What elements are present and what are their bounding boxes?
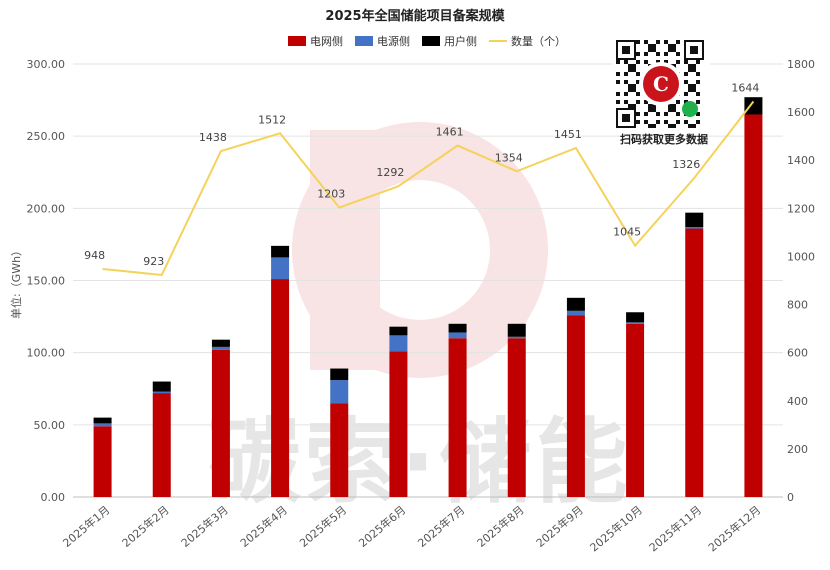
line-data-label: 948 [84, 249, 105, 262]
bar-segment [211, 346, 230, 350]
bar-segment [271, 257, 290, 280]
line-data-label: 1354 [495, 151, 523, 164]
bar-segment [566, 315, 585, 497]
bar-segment [389, 326, 408, 336]
qr-code[interactable]: C [612, 38, 710, 130]
x-tick-label: 2025年3月 [178, 503, 231, 550]
y-tick-label: 200.00 [27, 202, 66, 215]
bar-segment [152, 393, 171, 497]
bar-segment [507, 338, 526, 497]
bar-segment [507, 323, 526, 337]
bar-segment [507, 336, 526, 339]
bar-segment [93, 426, 112, 497]
y2-tick-label: 1400 [787, 154, 815, 167]
bar-segment [211, 339, 230, 347]
y-tick-label: 150.00 [27, 275, 66, 288]
y-tick-label: 100.00 [27, 347, 66, 360]
line-labels: 948 923 1438 1512 1203 1292 1461 1354 1451 1045 13… [84, 82, 759, 268]
y-tick-label: 250.00 [27, 130, 66, 143]
bar-segment [389, 351, 408, 497]
y-tick-label: 0.00 [41, 491, 66, 504]
bar-segment [685, 227, 704, 229]
bar-segment [566, 310, 585, 316]
bars [93, 97, 763, 498]
line-data-label: 1438 [199, 131, 227, 144]
bar-segment [93, 417, 112, 424]
bar-segment [626, 312, 645, 323]
line-data-label: 1045 [613, 226, 641, 239]
line-data-label: 1512 [258, 113, 286, 126]
legend-label: 电源侧 [377, 34, 410, 48]
legend-swatch [288, 36, 306, 46]
bar-segment [448, 332, 467, 339]
bar-segment [744, 97, 763, 115]
wechat-mini-icon [682, 101, 698, 117]
y2-tick-label: 800 [787, 299, 808, 312]
bar-segment [389, 335, 408, 352]
bar-segment [271, 245, 290, 258]
bar-segment [566, 297, 585, 311]
bar-segment [626, 322, 645, 324]
bar-segment [330, 380, 349, 404]
bar-segment [744, 114, 763, 498]
y2-tick-label: 1600 [787, 106, 815, 119]
y2-tick-label: 1200 [787, 202, 815, 215]
line-data-label: 1461 [436, 126, 464, 139]
legend-swatch [422, 36, 440, 46]
bar-segment [330, 368, 349, 381]
bar-segment [448, 323, 467, 333]
bar-segment [271, 279, 290, 497]
y2-tick-label: 1800 [787, 58, 815, 71]
x-tick-label: 2025年1月 [60, 503, 113, 550]
qr-logo: C [653, 72, 669, 96]
legend: 电网侧 电源侧 用户侧 数量（个） [288, 34, 566, 48]
legend-label: 电网侧 [310, 35, 343, 48]
chart-title: 2025年全国储能项目备案规模 [325, 8, 505, 24]
qr-caption: 扫码获取更多数据 [620, 132, 708, 146]
bar-segment [685, 228, 704, 498]
gridlines [73, 63, 783, 498]
legend-label: 数量（个） [511, 35, 566, 48]
bar-segment [152, 381, 171, 392]
y-tick-label: 300.00 [27, 58, 66, 71]
bar-segment [93, 423, 112, 427]
y-tick-label: 50.00 [34, 419, 66, 432]
y2-tick-label: 400 [787, 395, 808, 408]
line-data-label: 1292 [376, 166, 404, 179]
legend-swatch [355, 36, 373, 46]
bar-segment [211, 349, 230, 497]
y2-tick-label: 1000 [787, 250, 815, 263]
y2-tick-label: 600 [787, 347, 808, 360]
y2-tick-label: 200 [787, 443, 808, 456]
bar-segment [152, 391, 171, 394]
line-data-label: 1203 [317, 188, 345, 201]
line-data-label: 1451 [554, 128, 582, 141]
left-axis-ticks: 0.00 50.00 100.00 150.00 200.00 250.00 300.00 [27, 58, 66, 504]
line-data-label: 923 [143, 255, 164, 268]
legend-label: 用户侧 [444, 34, 477, 48]
bar-segment [626, 323, 645, 497]
bar-segment [330, 403, 349, 497]
line-data-label: 1326 [672, 158, 700, 171]
line-data-label: 1644 [731, 82, 759, 95]
x-tick-label: 2025年11月 [646, 503, 704, 555]
x-tick-label: 2025年2月 [119, 503, 172, 550]
y2-tick-label: 0 [787, 491, 794, 504]
x-tick-label: 2025年12月 [705, 503, 763, 555]
right-axis-ticks: 0 200 400 600 800 1000 1200 1400 1600 1800 [787, 58, 815, 504]
watermark: 碳索·储能 [209, 122, 627, 516]
y-axis-label: 单位:（GWh） [9, 245, 23, 319]
count-line [102, 100, 755, 277]
bar-segment [685, 212, 704, 228]
bar-segment [448, 338, 467, 497]
